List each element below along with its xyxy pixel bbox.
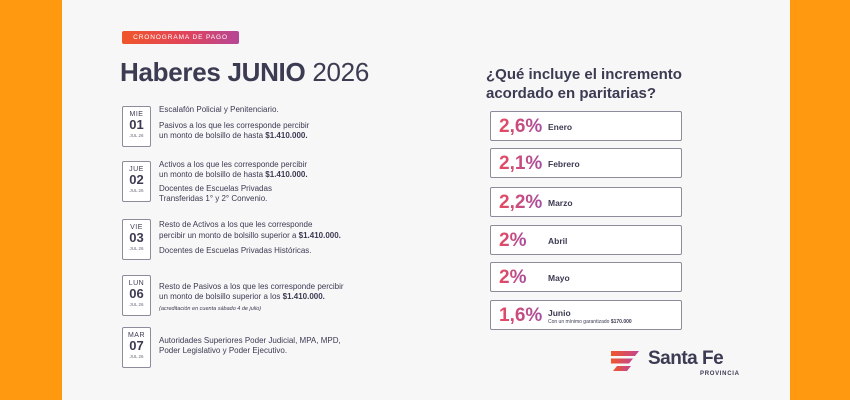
increase-row-enero: 2,6% Enero (490, 111, 682, 141)
increase-percent: 2,6% (499, 116, 543, 137)
section-tag: CRONOGRAMA DE PAGO (122, 31, 239, 44)
date-day: 06 (129, 286, 144, 301)
increase-row-marzo: 2,2% Marzo (490, 187, 682, 217)
increase-row-abril: 2% Abril (490, 225, 682, 255)
schedule-text: un monto de bolsillo de hasta $1.410.000… (159, 131, 308, 140)
date-badge-01: MIE 01 JUL 26 (122, 106, 151, 147)
schedule-text: Pasivos a los que les corresponde percib… (159, 121, 310, 130)
increase-month: Junio (548, 308, 571, 318)
increase-note: Con un mínimo garantizado $170.000 (548, 319, 632, 325)
schedule-text: percibir un monto de bolsillo superior a… (159, 231, 341, 240)
increase-percent: 2,1% (499, 153, 543, 174)
date-day: 02 (129, 172, 144, 187)
increase-month: Mayo (548, 273, 570, 283)
schedule-text: Docentes de Escuelas Privadas (159, 184, 272, 193)
increase-month: Abril (548, 236, 568, 246)
schedule-note: (acreditación en cuenta sábado 4 de juli… (159, 306, 262, 312)
date-month: JUL 26 (129, 302, 144, 307)
schedule-text: Activos a los que les corresponde percib… (159, 160, 308, 169)
brand-subtitle: PROVINCIA (700, 371, 740, 377)
date-badge-03: VIE 03 JUL 26 (122, 219, 151, 260)
increase-percent: 2% (499, 230, 527, 251)
date-day: 01 (129, 117, 144, 132)
schedule-text: un monto de bolsillo de hasta $1.410.000… (159, 170, 308, 179)
increase-percent: 2,2% (499, 192, 543, 213)
santa-fe-logo-icon (611, 351, 639, 371)
increase-month: Febrero (548, 159, 580, 169)
date-weekday: VIE (130, 224, 143, 231)
date-weekday: MAR (127, 332, 146, 339)
increase-percent: 1,6% (499, 305, 543, 326)
schedule-text: Escalafón Policial y Penitenciario. (159, 105, 279, 114)
increase-row-mayo: 2% Mayo (490, 262, 682, 292)
date-day: 07 (129, 338, 144, 353)
increase-month: Enero (548, 122, 573, 132)
announcement-card: CRONOGRAMA DE PAGO Haberes JUNIO 2026 MI… (62, 0, 790, 400)
date-weekday: LUN (128, 280, 145, 287)
schedule-text: Autoridades Superiores Poder Judicial, M… (159, 336, 341, 345)
date-month: JUL 26 (129, 354, 144, 359)
brand-name: Santa Fe (648, 348, 724, 369)
schedule-text: Transferidas 1° y 2° Convenio. (159, 194, 268, 203)
schedule-text: un monto de bolsillo superior a los $1.4… (159, 292, 325, 301)
date-badge-06: LUN 06 JUL 26 (122, 275, 151, 316)
schedule-text: Poder Legislativo y Poder Ejecutivo. (159, 346, 288, 355)
question-line: acordado en paritarias? (486, 85, 657, 102)
date-month: JUL 26 (129, 246, 144, 251)
title-main: Haberes JUNIO (120, 57, 306, 87)
schedule-text: Resto de Pasivos a los que les correspon… (159, 282, 344, 291)
increase-month: Marzo (548, 198, 573, 208)
title-year: 2026 (312, 57, 369, 87)
increase-row-febrero: 2,1% Febrero (490, 148, 682, 178)
increase-row-junio: 1,6% Junio Con un mínimo garantizado $17… (490, 300, 682, 330)
question-line: ¿Qué incluye el incremento (486, 66, 682, 83)
date-month: JUL 26 (129, 188, 144, 193)
date-badge-02: JUE 02 JUL 26 (122, 161, 151, 202)
schedule-text: Docentes de Escuelas Privadas Históricas… (159, 246, 312, 255)
increase-percent: 2% (499, 267, 527, 288)
increase-question: ¿Qué incluye el incremento acordado en p… (486, 65, 682, 103)
date-weekday: JUE (129, 166, 144, 173)
page-title: Haberes JUNIO 2026 (120, 57, 369, 88)
date-badge-07: MAR 07 JUL 26 (122, 327, 151, 368)
schedule-text: Resto de Activos a los que les correspon… (159, 220, 313, 229)
date-weekday: MIE (129, 111, 144, 118)
date-day: 03 (129, 230, 144, 245)
date-month: JUL 26 (129, 133, 144, 138)
